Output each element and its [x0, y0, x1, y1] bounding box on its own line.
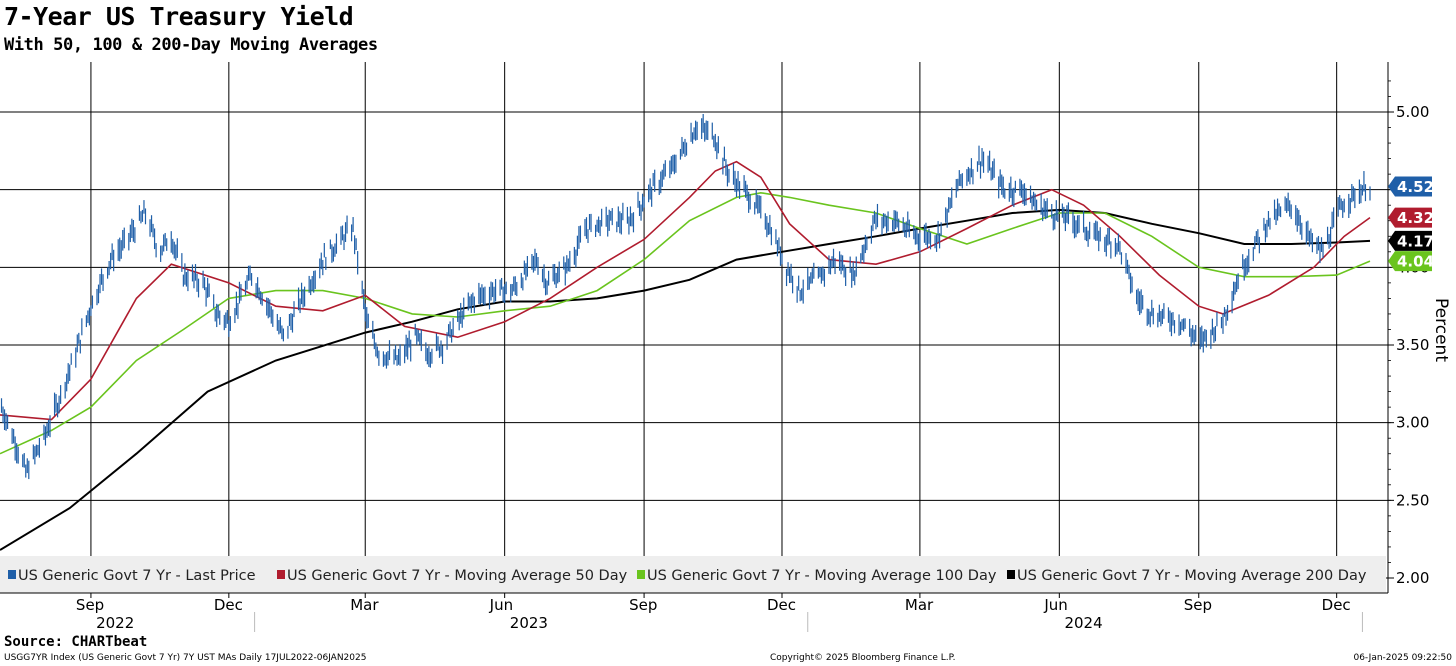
legend-swatch: [8, 570, 16, 579]
legend-background: [0, 556, 1386, 593]
price-series: [0, 113, 1371, 480]
x-tick-label: Jun: [1043, 596, 1067, 614]
source-note: Source: CHARTbeat: [4, 634, 148, 650]
legend-label: US Generic Govt 7 Yr - Moving Average 20…: [1017, 568, 1367, 584]
legend-label: US Generic Govt 7 Yr - Last Price: [18, 568, 256, 584]
x-tick-label: Mar: [350, 596, 379, 614]
tag-background: [1388, 230, 1432, 251]
axes: 5.004.504.003.503.002.502.00PercentSepDe…: [0, 62, 1451, 632]
tag-background: [1388, 207, 1432, 228]
series-line-ma50: [0, 160, 1371, 421]
tag-background: [1388, 176, 1432, 197]
tag-label: 4.17: [1397, 232, 1434, 250]
tag-background: [1388, 251, 1432, 272]
legend-entry: US Generic Govt 7 Yr - Moving Average 20…: [1007, 568, 1367, 584]
footer-index-info: USGG7YR Index (US Generic Govt 7 Yr) 7Y …: [4, 653, 367, 663]
legend-swatch: [277, 570, 285, 579]
x-tick-label: Mar: [905, 596, 934, 614]
y-tick-label: 3.50: [1396, 336, 1429, 354]
year-label: 2024: [1064, 614, 1102, 632]
footer-timestamp: 06-Jan-2025 09:22:50: [1353, 653, 1452, 663]
series-line-ma200: [0, 208, 1371, 551]
y-tick-label: 5.00: [1396, 103, 1429, 121]
year-label: 2023: [510, 614, 548, 632]
legend-entry: US Generic Govt 7 Yr - Last Price: [8, 568, 256, 584]
legend-label: US Generic Govt 7 Yr - Moving Average 10…: [647, 568, 997, 584]
x-tick-label: Jun: [489, 596, 513, 614]
y-tick-label: 3.00: [1396, 414, 1429, 432]
legend-swatch: [637, 570, 645, 579]
legend-swatch: [1007, 570, 1015, 579]
last-value-tag: 4.17: [1388, 230, 1434, 251]
legend-entry: US Generic Govt 7 Yr - Moving Average 50…: [277, 568, 628, 584]
legend-entry: US Generic Govt 7 Yr - Moving Average 10…: [637, 568, 997, 584]
tag-label: 4.04: [1397, 253, 1434, 271]
last-value-tag: 4.52: [1388, 176, 1434, 197]
chart-title: 7-Year US Treasury Yield: [4, 2, 354, 31]
series-line-ma100: [0, 191, 1371, 455]
series-layer: [0, 113, 1371, 551]
x-tick-label: Sep: [629, 596, 657, 614]
x-tick-label: Dec: [1322, 596, 1351, 614]
tag-label: 4.32: [1397, 209, 1434, 227]
x-tick-label: Sep: [76, 596, 104, 614]
x-tick-label: Dec: [767, 596, 796, 614]
footer-copyright: Copyright© 2025 Bloomberg Finance L.P.: [770, 653, 956, 663]
x-tick-label: Dec: [214, 596, 243, 614]
y-axis-label: Percent: [1431, 298, 1451, 362]
grid: [0, 62, 1388, 593]
legend-label: US Generic Govt 7 Yr - Moving Average 50…: [287, 568, 628, 584]
last-value-tag: 4.04: [1388, 251, 1434, 272]
y-tick-label: 2.00: [1396, 569, 1429, 587]
tag-label: 4.52: [1397, 178, 1434, 196]
legend: US Generic Govt 7 Yr - Last Price US Gene…: [0, 556, 1386, 593]
y-tick-label: 2.50: [1396, 491, 1429, 509]
year-label: 2022: [96, 614, 134, 632]
chart-subtitle: With 50, 100 & 200-Day Moving Averages: [4, 35, 378, 55]
last-value-tag: 4.32: [1388, 207, 1434, 228]
last-value-tags: 4.52 4.32 4.17 4.04: [1388, 176, 1434, 272]
x-tick-label: Sep: [1184, 596, 1212, 614]
